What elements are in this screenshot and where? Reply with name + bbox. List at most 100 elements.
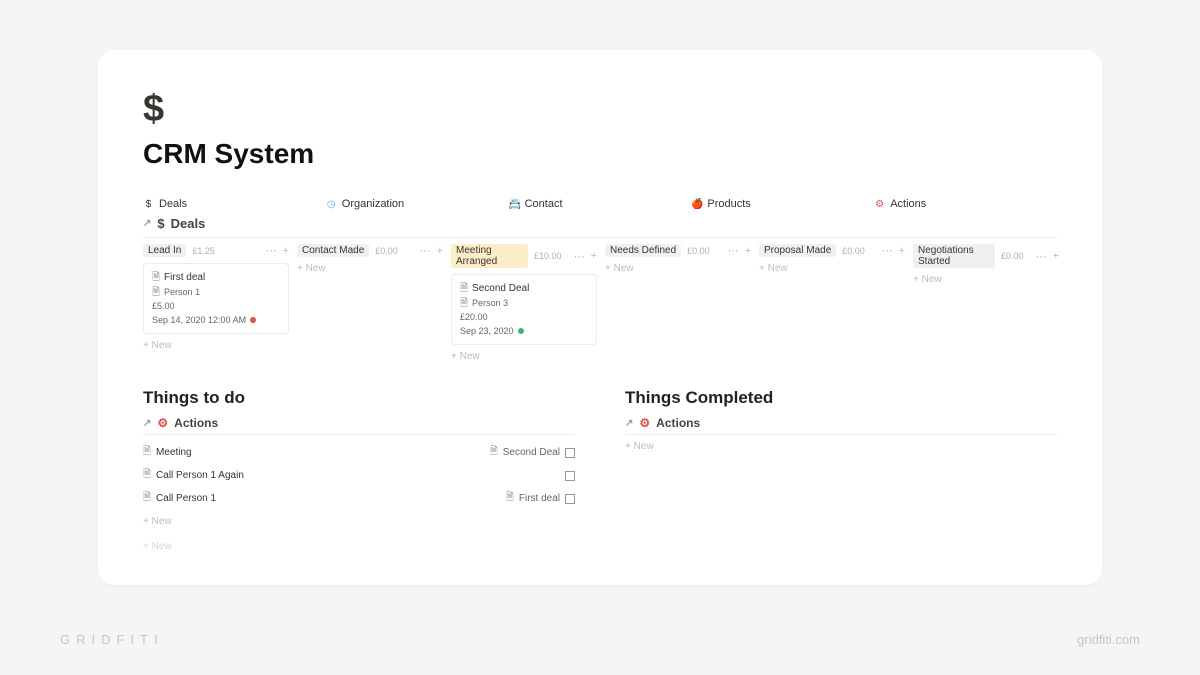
todo-actions-header[interactable]: ↗ ⚙ Actions xyxy=(143,416,575,435)
nav-label: Products xyxy=(707,198,750,210)
card-date: Sep 14, 2020 12:00 AM xyxy=(152,314,246,328)
todo-sub-title: Actions xyxy=(174,416,218,430)
todo-new-button-2[interactable]: New xyxy=(143,541,575,552)
nav-icon: ◷ xyxy=(326,199,337,210)
nav-item-actions[interactable]: ⚙ Actions xyxy=(874,198,1057,210)
column-new-button[interactable]: New xyxy=(451,351,597,362)
kanban-column: Negotiations Started £0.00 ⋯ + New xyxy=(913,244,1059,362)
gear-icon: ⚙ xyxy=(639,416,650,430)
watermark-right: gridfiti.com xyxy=(1077,632,1140,647)
done-new-button[interactable]: New xyxy=(625,441,1057,452)
nav-label: Contact xyxy=(525,198,563,210)
page-icon: 🗎 xyxy=(506,490,514,507)
related-page: Second Deal xyxy=(503,447,560,458)
column-amount: £0.00 xyxy=(1001,251,1024,261)
kanban-card[interactable]: 🗎First deal 🗎Person 1 £5.00 Sep 14, 2020… xyxy=(143,263,289,334)
column-add-icon[interactable]: + xyxy=(899,245,905,257)
nav-item-products[interactable]: 🍎 Products xyxy=(691,198,874,210)
status-dot-icon xyxy=(518,328,524,334)
page-icon: 🗎 xyxy=(490,444,498,461)
deals-db-header[interactable]: ↗ $ Deals xyxy=(143,216,1057,238)
list-item[interactable]: 🗎 Meeting 🗎 Second Deal xyxy=(143,441,575,464)
kanban-column: Contact Made £0.00 ⋯ + New xyxy=(297,244,443,362)
column-tag[interactable]: Negotiations Started xyxy=(913,244,995,268)
page-icon: 🗎 xyxy=(152,285,160,300)
card-person: Person 3 xyxy=(472,297,508,311)
nav-icon: 🍎 xyxy=(691,199,702,210)
nav-icon: ⚙ xyxy=(874,199,885,210)
done-title: Things Completed xyxy=(625,388,1057,408)
checkbox[interactable] xyxy=(565,471,575,481)
things-to-do-section: Things to do ↗ ⚙ Actions 🗎 Meeting 🗎 Secon… xyxy=(143,388,575,552)
column-tag[interactable]: Needs Defined xyxy=(605,244,681,257)
column-menu-icon[interactable]: ⋯ xyxy=(420,244,431,257)
nav-item-organization[interactable]: ◷ Organization xyxy=(326,198,509,210)
nav-links: $Deals◷ Organization 📇Contact🍎 Products ⚙ Act… xyxy=(143,198,1057,210)
deals-db-title: Deals xyxy=(171,216,206,231)
column-menu-icon[interactable]: ⋯ xyxy=(574,250,585,263)
column-add-icon[interactable]: + xyxy=(591,250,597,262)
card-amount: £20.00 xyxy=(460,311,588,325)
column-new-button[interactable]: New xyxy=(759,263,905,274)
item-text: Meeting xyxy=(156,447,192,458)
kanban-card[interactable]: 🗎Second Deal 🗎Person 3 £20.00 Sep 23, 20… xyxy=(451,274,597,345)
done-actions-header[interactable]: ↗ ⚙ Actions xyxy=(625,416,1057,435)
column-new-button[interactable]: New xyxy=(913,274,1059,285)
page-icon: $ xyxy=(143,90,1057,128)
column-menu-icon[interactable]: ⋯ xyxy=(728,244,739,257)
column-add-icon[interactable]: + xyxy=(1053,250,1059,262)
nav-label: Actions xyxy=(890,198,926,210)
column-add-icon[interactable]: + xyxy=(437,245,443,257)
column-tag[interactable]: Meeting Arranged xyxy=(451,244,528,268)
card-title: Second Deal xyxy=(472,281,529,296)
column-amount: £0.00 xyxy=(842,246,865,256)
link-arrow-icon: ↗ xyxy=(143,218,151,229)
column-add-icon[interactable]: + xyxy=(745,245,751,257)
column-new-button[interactable]: New xyxy=(297,263,443,274)
column-menu-icon[interactable]: ⋯ xyxy=(882,244,893,257)
page-icon: 🗎 xyxy=(460,296,468,311)
list-item[interactable]: 🗎 Call Person 1 Again xyxy=(143,464,575,487)
kanban-column: Lead In £1.25 ⋯ + 🗎First deal 🗎Person 1 … xyxy=(143,244,289,362)
column-amount: £0.00 xyxy=(375,246,398,256)
list-item[interactable]: 🗎 Call Person 1 🗎 First deal xyxy=(143,487,575,510)
column-new-button[interactable]: New xyxy=(143,340,289,351)
todo-list: 🗎 Meeting 🗎 Second Deal 🗎 Call Person 1 Agai… xyxy=(143,441,575,510)
gear-icon: ⚙ xyxy=(157,416,168,430)
nav-label: Organization xyxy=(342,198,404,210)
nav-icon: $ xyxy=(143,199,154,210)
column-amount: £0.00 xyxy=(687,246,710,256)
todo-title: Things to do xyxy=(143,388,575,408)
things-completed-section: Things Completed ↗ ⚙ Actions New xyxy=(625,388,1057,552)
done-sub-title: Actions xyxy=(656,416,700,430)
page-icon: 🗎 xyxy=(143,444,151,461)
checkbox[interactable] xyxy=(565,494,575,504)
column-menu-icon[interactable]: ⋯ xyxy=(1036,250,1047,263)
card-title: First deal xyxy=(164,270,205,285)
item-text: Call Person 1 xyxy=(156,493,216,504)
column-add-icon[interactable]: + xyxy=(283,245,289,257)
column-menu-icon[interactable]: ⋯ xyxy=(266,244,277,257)
watermark-left: GRIDFITI xyxy=(60,632,164,647)
related-page: First deal xyxy=(519,493,560,504)
kanban-column: Proposal Made £0.00 ⋯ + New xyxy=(759,244,905,362)
nav-item-deals[interactable]: $Deals xyxy=(143,198,326,210)
deals-db-icon: $ xyxy=(157,216,164,231)
item-text: Call Person 1 Again xyxy=(156,470,244,481)
nav-item-contact[interactable]: 📇Contact xyxy=(509,198,692,210)
link-arrow-icon: ↗ xyxy=(625,418,633,429)
column-amount: £1.25 xyxy=(192,246,215,256)
column-tag[interactable]: Proposal Made xyxy=(759,244,836,257)
link-arrow-icon: ↗ xyxy=(143,418,151,429)
app-card: $ CRM System $Deals◷Organization📇Contact… xyxy=(98,50,1102,585)
todo-new-button[interactable]: New xyxy=(143,516,575,527)
column-new-button[interactable]: New xyxy=(605,263,751,274)
kanban-column: Meeting Arranged £10.00 ⋯ + 🗎Second Deal… xyxy=(451,244,597,362)
column-tag[interactable]: Lead In xyxy=(143,244,186,257)
page-icon: 🗎 xyxy=(143,467,151,484)
page-icon: 🗎 xyxy=(152,270,160,285)
page-icon: 🗎 xyxy=(143,490,151,507)
card-amount: £5.00 xyxy=(152,300,280,314)
checkbox[interactable] xyxy=(565,448,575,458)
column-tag[interactable]: Contact Made xyxy=(297,244,369,257)
